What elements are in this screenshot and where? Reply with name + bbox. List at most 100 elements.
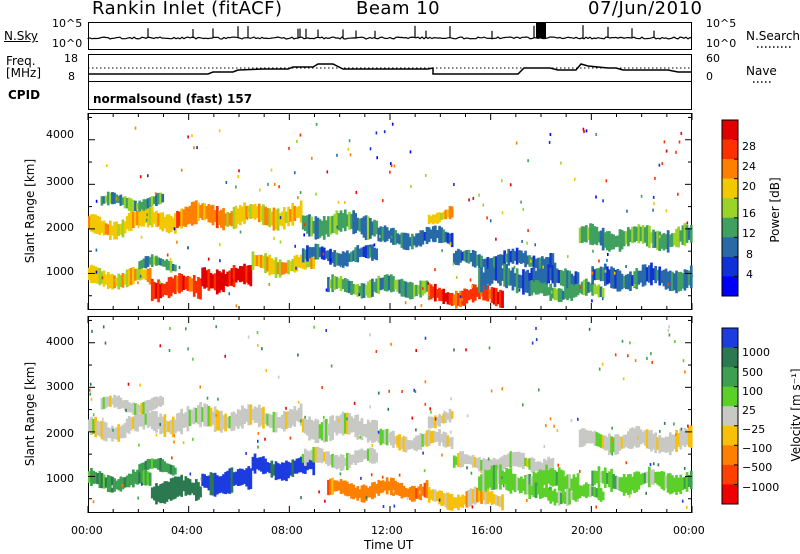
data-cell	[681, 272, 685, 289]
data-cell	[337, 213, 341, 231]
data-cell	[369, 422, 372, 441]
velocity-cbar-tick-100: 100	[742, 385, 763, 398]
data-cell	[169, 260, 173, 273]
data-cell	[178, 476, 181, 496]
data-cell	[360, 217, 364, 235]
scatter-point	[621, 339, 624, 343]
data-cell	[375, 420, 378, 441]
data-cell	[335, 454, 339, 470]
data-cell	[153, 196, 156, 205]
data-cell	[610, 233, 613, 250]
data-cell	[679, 271, 683, 291]
data-cell	[379, 226, 383, 242]
data-cell	[142, 469, 146, 486]
scatter-point	[545, 424, 547, 428]
scatter-point	[509, 183, 512, 187]
data-cell	[106, 191, 110, 206]
data-cell	[318, 219, 322, 238]
data-cell	[132, 267, 135, 285]
data-cell	[635, 471, 639, 492]
data-cell	[689, 470, 693, 489]
xtick-2000: 20:00	[571, 524, 603, 537]
data-cell	[98, 471, 102, 488]
data-cell	[490, 491, 494, 505]
noise-burst	[536, 22, 546, 38]
scatter-point	[373, 243, 376, 247]
data-cell	[243, 408, 246, 424]
data-cell	[572, 474, 576, 496]
data-cell	[362, 424, 366, 436]
data-cell	[534, 280, 538, 295]
data-cell	[180, 474, 183, 497]
data-cell	[146, 268, 150, 282]
data-cell	[260, 457, 263, 472]
data-cell	[184, 206, 188, 227]
data-cell	[121, 273, 125, 288]
data-cell	[165, 281, 169, 296]
data-cell	[683, 477, 687, 489]
data-cell	[406, 233, 410, 251]
data-cell	[404, 232, 408, 250]
data-cell	[534, 462, 538, 471]
scatter-point	[556, 429, 559, 433]
data-cell	[538, 282, 542, 294]
data-cell	[337, 456, 341, 469]
xlabel: Time UT	[364, 538, 414, 552]
scatter-point	[102, 417, 104, 421]
data-cell	[400, 437, 404, 450]
data-cell	[624, 274, 628, 290]
scatter-point	[432, 239, 435, 243]
data-cell	[169, 464, 173, 475]
scatter-point	[89, 382, 92, 386]
data-cell	[465, 491, 469, 508]
scatter-point	[390, 235, 393, 239]
data-cell	[679, 230, 683, 242]
data-cell	[509, 451, 513, 468]
data-cell	[262, 406, 265, 429]
data-cell	[153, 256, 156, 265]
data-cell	[312, 447, 316, 463]
scatter-point	[337, 200, 340, 204]
data-cell	[601, 470, 605, 484]
data-cell	[463, 454, 467, 464]
data-cell	[301, 248, 305, 263]
scatter-point	[430, 410, 432, 414]
scatter-point	[452, 262, 455, 266]
data-cell	[620, 273, 624, 290]
data-cell	[209, 472, 213, 496]
data-cell	[438, 287, 441, 301]
data-cell	[150, 196, 154, 207]
data-cell	[622, 275, 626, 288]
data-cell	[148, 459, 152, 469]
data-cell	[480, 255, 483, 269]
data-cell	[364, 215, 368, 241]
data-cell	[119, 476, 123, 492]
data-cell	[578, 485, 582, 498]
data-cell	[341, 454, 345, 471]
data-cell	[396, 279, 399, 292]
data-cell	[545, 489, 548, 498]
data-cell	[664, 475, 668, 489]
data-cell	[597, 284, 601, 298]
scatter-point	[339, 472, 342, 476]
data-cell	[297, 458, 301, 473]
scatter-point	[607, 253, 609, 256]
data-cell	[157, 485, 160, 502]
data-cell	[620, 436, 624, 449]
data-cell	[580, 485, 584, 496]
colorbar-swatch	[722, 139, 738, 160]
data-cell	[362, 484, 366, 503]
data-cell	[572, 489, 576, 501]
data-cell	[373, 419, 376, 443]
scatter-point	[390, 162, 392, 166]
scatter-point	[469, 278, 472, 282]
data-cell	[687, 474, 691, 487]
data-cell	[446, 435, 450, 447]
data-cell	[371, 482, 374, 500]
data-cell	[555, 492, 559, 503]
data-cell	[629, 474, 632, 495]
scatter-point	[326, 170, 329, 174]
data-cell	[318, 448, 322, 463]
data-cell	[278, 213, 282, 226]
data-cell	[266, 208, 269, 226]
